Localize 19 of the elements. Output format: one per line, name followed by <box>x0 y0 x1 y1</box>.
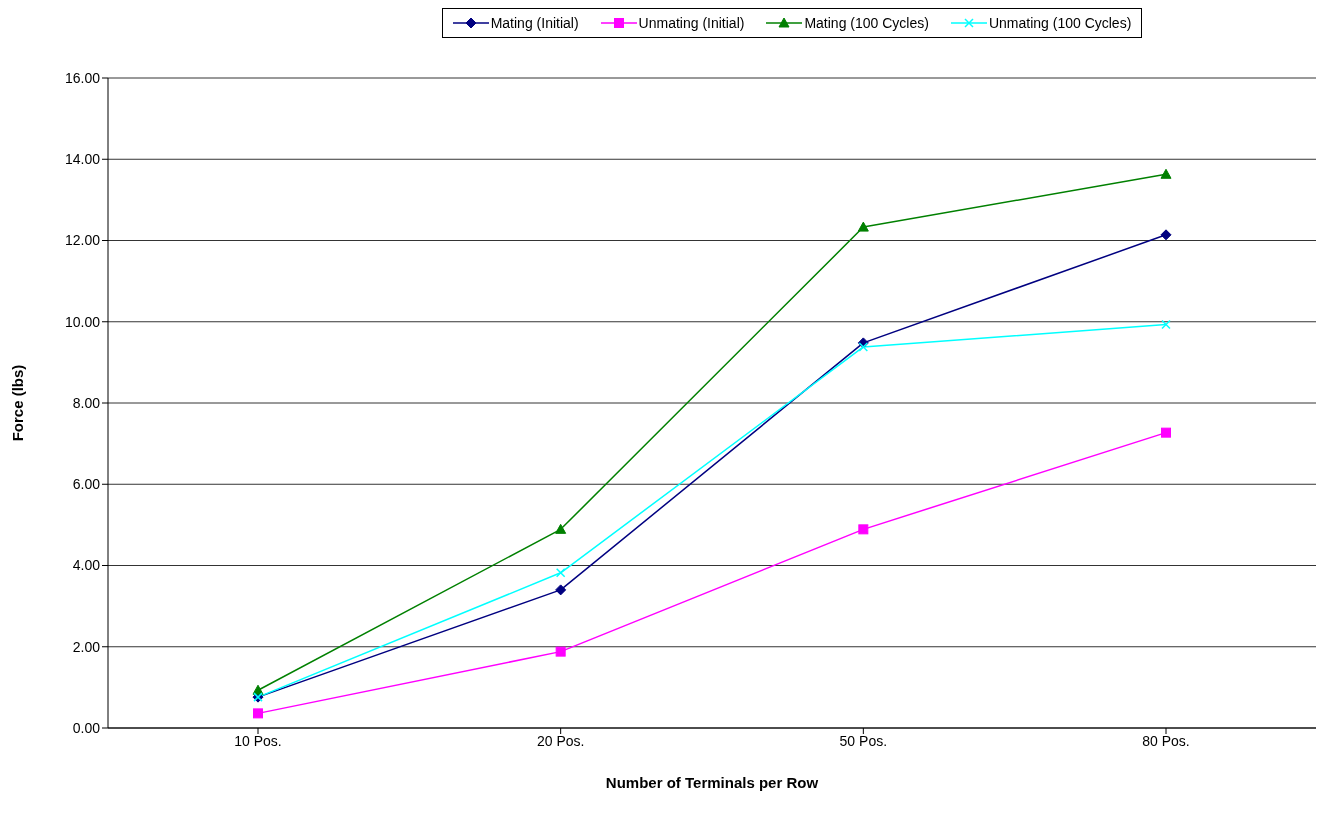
y-tick-label: 4.00 <box>72 557 101 574</box>
x-axis-title: Number of Terminals per Row <box>605 774 819 791</box>
legend-label: Unmating (100 Cycles) <box>988 15 1132 31</box>
y-tick-label: 6.00 <box>72 476 101 493</box>
x-tick-label: 10 Pos. <box>234 732 282 749</box>
y-tick-label: 10.00 <box>64 313 101 330</box>
y-tick-label: 16.00 <box>64 69 101 86</box>
y-tick-label: 8.00 <box>72 394 101 411</box>
y-tick-label: 12.00 <box>64 232 101 249</box>
x-tick-label: 50 Pos. <box>839 732 888 749</box>
y-tick-label: 14.00 <box>64 151 101 168</box>
x-tick-label: 20 Pos. <box>536 732 585 749</box>
y-tick-label: 0.00 <box>72 719 101 736</box>
y-tick-label: 2.00 <box>72 638 101 655</box>
legend-label: Unmating (Initial) <box>638 15 745 31</box>
x-tick-label: 80 Pos. <box>1142 732 1190 749</box>
legend-label: Mating (Initial) <box>490 15 579 31</box>
y-axis-title: Force (lbs) <box>9 364 27 442</box>
legend-label: Mating (100 Cycles) <box>804 15 929 31</box>
